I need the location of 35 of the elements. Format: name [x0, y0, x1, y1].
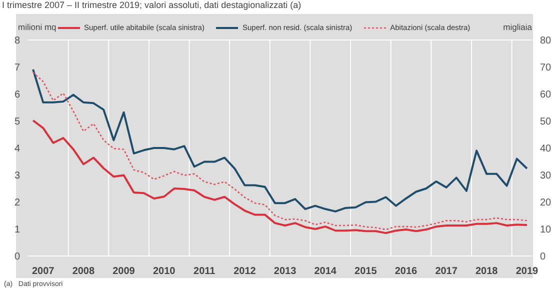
y-tick-label: 4 [14, 144, 20, 155]
x-tick-label: 2010 [152, 266, 176, 277]
x-tick-label: 2016 [394, 266, 418, 277]
y-tick-label: 3 [14, 170, 20, 182]
y2-tick-label: 40 [540, 144, 552, 155]
x-tick-label: 2015 [354, 266, 378, 277]
x-tick-label: 2012 [234, 266, 256, 277]
chart-subtitle: I trimestre 2007 – II trimestre 2019; valori assoluti, dati destagionalizzati (a) [2, 0, 302, 10]
y-tick-label: 7 [14, 62, 20, 74]
x-tick-label: 2019 [516, 266, 539, 277]
y-tick-label: 0 [14, 252, 20, 263]
y-axis-title: milioni mq [18, 22, 56, 32]
x-tick-label: 2017 [435, 266, 458, 277]
y2-tick-label: 60 [540, 90, 552, 101]
y-tick-label: 6 [14, 90, 20, 101]
y2-tick-label: 50 [540, 116, 552, 128]
line-series [32, 119, 528, 234]
y2-tick-label: 0 [540, 252, 546, 263]
x-tick-label: 2013 [274, 266, 297, 277]
x-tick-label: 2007 [32, 266, 55, 277]
y-tick-label: 2 [14, 198, 20, 209]
y2-axis-title: migliaia [503, 22, 532, 32]
x-tick-label: 2008 [72, 266, 95, 277]
y2-tick-label: 70 [540, 62, 552, 74]
y-tick-label: 8 [14, 36, 20, 47]
y2-tick-label: 30 [540, 170, 552, 182]
x-tick-label: 2009 [112, 266, 136, 277]
x-tick-label: 2011 [194, 266, 216, 277]
y2-tick-label: 20 [540, 198, 552, 209]
y2-tick-label: 10 [540, 224, 552, 236]
x-tick-label: 2014 [314, 266, 337, 277]
x-tick-label: 2018 [476, 266, 498, 277]
y2-tick-label: 80 [540, 36, 552, 47]
y-tick-label: 1 [14, 224, 20, 236]
y-tick-label: 5 [14, 116, 20, 128]
